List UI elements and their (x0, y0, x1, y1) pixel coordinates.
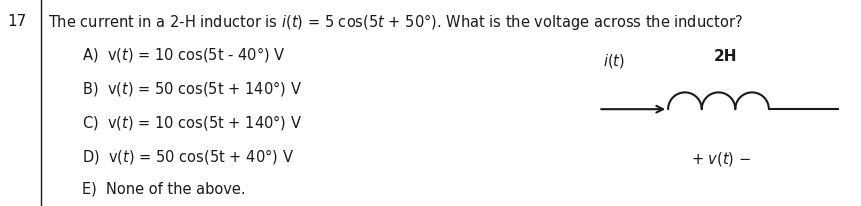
Text: + $v(t)$ $-$: + $v(t)$ $-$ (691, 150, 752, 168)
Text: A)  v($t$) = 10 cos(5t - 40°) V: A) v($t$) = 10 cos(5t - 40°) V (82, 45, 286, 64)
Text: 2H: 2H (714, 49, 738, 64)
Text: D)  v($t$) = 50 cos(5t + 40°) V: D) v($t$) = 50 cos(5t + 40°) V (82, 147, 294, 166)
Text: E)  None of the above.: E) None of the above. (82, 181, 245, 196)
Text: B)  v($t$) = 50 cos(5t + 140°) V: B) v($t$) = 50 cos(5t + 140°) V (82, 79, 302, 98)
Text: $i(t)$: $i(t)$ (603, 52, 624, 70)
Text: C)  v($t$) = 10 cos(5t + 140°) V: C) v($t$) = 10 cos(5t + 140°) V (82, 113, 302, 132)
Text: The current in a 2-H inductor is $i(t)$ = 5 cos(5$t$ + 50°). What is the voltage: The current in a 2-H inductor is $i(t)$ … (48, 12, 743, 32)
Text: 17: 17 (7, 14, 26, 29)
